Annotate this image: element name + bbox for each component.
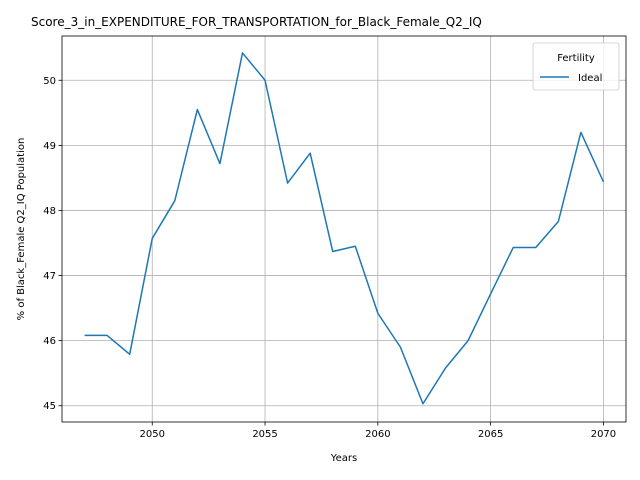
x-tick-label: 2060 [365,429,390,440]
x-tick-label: 2055 [252,429,277,440]
plot-area [61,35,627,423]
legend-title: Fertility [557,53,595,64]
x-tick-label: 2070 [591,429,616,440]
legend-box [532,42,620,91]
y-axis-label: % of Black_Female Q2_IQ Population [16,138,27,321]
y-tick-label: 49 [43,141,56,152]
ticks: 2050 2055 2060 2065 2070 45 46 47 48 49 50 [43,76,616,440]
grid [62,36,626,422]
y-tick-label: 47 [43,271,56,282]
series-line-ideal [84,52,605,405]
legend-entry-ideal: Ideal [578,73,602,84]
x-axis-label: Years [330,453,357,464]
chart-title: Score_3_in_EXPENDITURE_FOR_TRANSPORTATIO… [31,15,482,29]
legend: Fertility Ideal [532,42,620,91]
y-tick-label: 50 [43,76,56,87]
x-tick-label: 2065 [478,429,503,440]
y-tick-label: 46 [43,336,56,347]
y-tick-label: 48 [43,206,56,217]
series-layer [84,52,605,405]
x-tick-label: 2050 [140,429,165,440]
y-tick-label: 45 [43,401,56,412]
